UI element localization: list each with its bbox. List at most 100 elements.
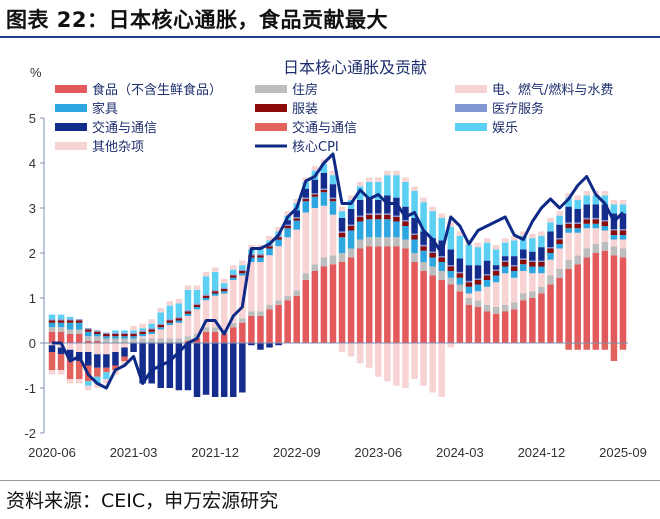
bar-segment — [356, 186, 364, 200]
bar-segment — [94, 367, 101, 377]
bar-segment — [202, 300, 210, 328]
bar-segment — [275, 237, 282, 240]
bar-segment — [293, 218, 300, 221]
bar-segment — [447, 284, 455, 343]
bar-segment — [184, 343, 192, 391]
bar-segment — [193, 289, 201, 304]
bar-segment — [483, 286, 491, 305]
bar-segment — [456, 284, 464, 292]
bar-segment — [420, 231, 427, 245]
bar-segment — [583, 219, 590, 224]
bar-segment — [121, 332, 128, 334]
bar-segment — [556, 244, 563, 249]
bar-segment — [356, 239, 364, 249]
bar-segment — [492, 275, 500, 283]
page-title: 图表 22：日本核心通胀，食品贡献最大 — [6, 8, 389, 32]
x-tick-label: 2020-06 — [28, 445, 76, 460]
bar-segment — [402, 343, 409, 388]
bar-segment — [393, 343, 400, 386]
bar-segment — [438, 280, 445, 343]
bar-segment — [574, 208, 581, 223]
bar-segment — [220, 291, 228, 294]
bar-segment — [365, 214, 373, 220]
bar-segment — [547, 259, 554, 276]
bar-segment — [230, 322, 237, 328]
bar-segment — [311, 193, 319, 195]
bar-segment — [538, 293, 545, 343]
bar-segment — [148, 331, 155, 334]
bar-segment — [411, 262, 418, 343]
bar-segment — [157, 323, 165, 325]
bar-segment — [266, 248, 273, 256]
bar-segment — [420, 197, 427, 203]
bar-segment — [57, 370, 65, 375]
bar-segment — [75, 319, 83, 321]
bar-segment — [393, 197, 400, 216]
bar-segment — [338, 343, 346, 352]
bar-segment — [510, 266, 518, 271]
bar-segment — [121, 356, 128, 361]
bar-segment — [66, 329, 74, 334]
bar-segment — [94, 336, 101, 341]
bar-segment — [112, 352, 119, 366]
bar-segment — [166, 305, 174, 320]
bar-segment — [529, 262, 536, 267]
bar-segment — [338, 237, 346, 253]
bar-segment — [510, 271, 518, 278]
bar-segment — [538, 260, 545, 262]
bar-segment — [85, 329, 92, 332]
bar-segment — [547, 247, 554, 249]
bar-segment — [166, 338, 174, 343]
bar-segment — [266, 343, 273, 348]
bar-segment — [202, 294, 210, 296]
bar-segment — [148, 319, 155, 324]
bar-segment — [384, 213, 391, 215]
bar-segment — [510, 240, 518, 257]
bar-segment — [48, 370, 56, 375]
bar-segment — [501, 266, 509, 274]
bar-segment — [356, 215, 364, 217]
bar-segment — [239, 343, 246, 393]
bar-segment — [230, 327, 237, 343]
bar-segment — [456, 231, 464, 236]
bar-segment — [157, 307, 165, 313]
bar-segment — [375, 343, 382, 377]
bar-segment — [94, 383, 101, 388]
core-cpi-line — [52, 152, 625, 390]
bar-segment — [329, 197, 337, 199]
bar-segment — [302, 212, 310, 274]
bar-segment — [420, 202, 427, 232]
bar-segment — [465, 286, 473, 294]
bar-segment — [474, 280, 482, 285]
bar-segment — [275, 304, 282, 343]
x-tick-label: 2022-09 — [273, 445, 321, 460]
bar-segment — [592, 217, 600, 220]
bar-segment — [166, 320, 174, 323]
bar-segment — [429, 251, 436, 253]
bar-segment — [601, 204, 609, 221]
bar-segment — [75, 329, 83, 334]
bar-segment — [103, 338, 110, 343]
bar-segment — [184, 316, 192, 337]
bar-segment — [393, 170, 400, 176]
bar-segment — [619, 229, 627, 231]
bar-segment — [275, 300, 282, 305]
bar-segment — [302, 188, 310, 198]
bar-segment — [220, 343, 228, 397]
bar-segment — [284, 295, 291, 301]
bar-segment — [75, 334, 83, 343]
bar-segment — [384, 343, 391, 382]
bar-segment — [148, 323, 155, 329]
legend-label: 电、燃气/燃料与水费 — [492, 82, 613, 98]
bar-segment — [592, 195, 600, 205]
bar-segment — [103, 334, 110, 337]
bar-segment — [565, 223, 572, 229]
bar-segment — [529, 266, 536, 274]
bar-segment — [501, 242, 509, 257]
bar-segment — [565, 268, 572, 343]
bar-segment — [565, 228, 572, 233]
legend-label: 交通与通信 — [92, 120, 157, 136]
bar-segment — [411, 343, 418, 379]
legend-label: 核心CPI — [292, 140, 339, 155]
